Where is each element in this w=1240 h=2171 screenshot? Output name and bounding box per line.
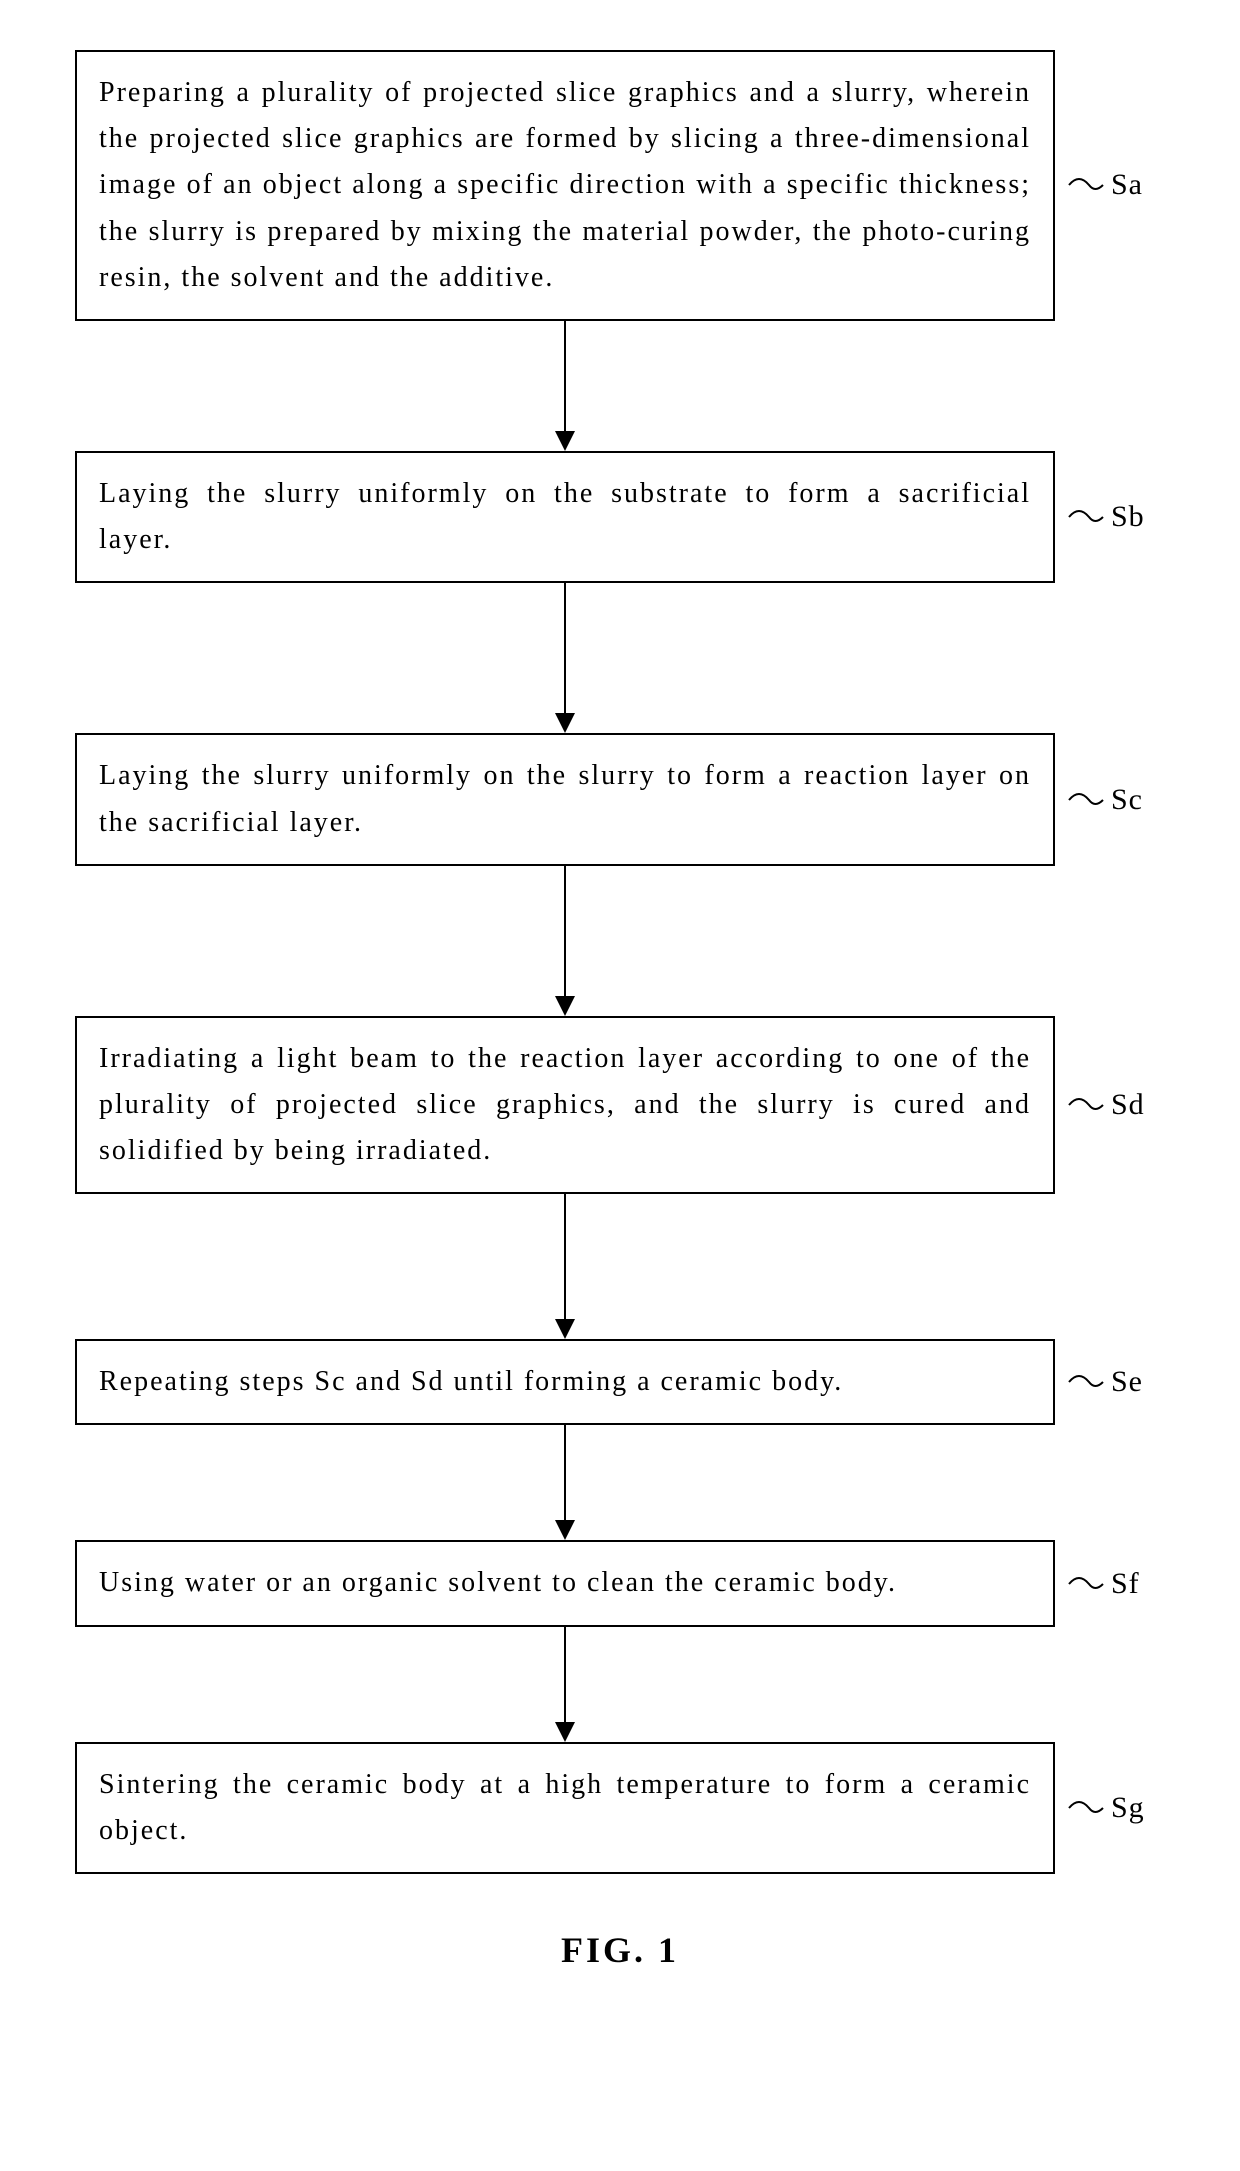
- flow-box: Irradiating a light beam to the reaction…: [75, 1016, 1055, 1195]
- flow-arrow: [0, 1425, 1240, 1540]
- flow-box: Preparing a plurality of projected slice…: [75, 50, 1055, 321]
- flow-arrow: [0, 1627, 1240, 1742]
- brace-connector-icon: [1065, 1794, 1105, 1822]
- flow-label: Sa: [1111, 168, 1143, 202]
- flow-node: Sintering the ceramic body at a high tem…: [0, 1742, 1240, 1874]
- flow-box: Using water or an organic solvent to cle…: [75, 1540, 1055, 1626]
- flow-arrow: [0, 866, 1240, 1016]
- flowchart-container: Preparing a plurality of projected slice…: [0, 0, 1240, 2011]
- flow-node: Preparing a plurality of projected slice…: [0, 50, 1240, 321]
- flow-label: Sg: [1111, 1791, 1145, 1825]
- brace-connector-icon: [1065, 171, 1105, 199]
- flow-box: Sintering the ceramic body at a high tem…: [75, 1742, 1055, 1874]
- flow-label: Sb: [1111, 500, 1145, 534]
- brace-connector-icon: [1065, 1368, 1105, 1396]
- flow-box: Laying the slurry uniformly on the slurr…: [75, 733, 1055, 865]
- brace-connector-icon: [1065, 503, 1105, 531]
- flow-box: Laying the slurry uniformly on the subst…: [75, 451, 1055, 583]
- flow-label: Sf: [1111, 1567, 1140, 1601]
- flow-label-group: Sa: [1065, 168, 1143, 202]
- flow-node: Using water or an organic solvent to cle…: [0, 1540, 1240, 1626]
- flow-label-group: Se: [1065, 1365, 1143, 1399]
- flow-node: Laying the slurry uniformly on the slurr…: [0, 733, 1240, 865]
- flow-box: Repeating steps Sc and Sd until forming …: [75, 1339, 1055, 1425]
- brace-connector-icon: [1065, 786, 1105, 814]
- flow-label-group: Sd: [1065, 1088, 1145, 1122]
- flow-label-group: Sg: [1065, 1791, 1145, 1825]
- flow-label: Sc: [1111, 783, 1143, 817]
- flow-label: Se: [1111, 1365, 1143, 1399]
- flow-node: Laying the slurry uniformly on the subst…: [0, 451, 1240, 583]
- flow-arrow: [0, 583, 1240, 733]
- brace-connector-icon: [1065, 1091, 1105, 1119]
- flow-label: Sd: [1111, 1088, 1145, 1122]
- flow-node: Repeating steps Sc and Sd until forming …: [0, 1339, 1240, 1425]
- brace-connector-icon: [1065, 1570, 1105, 1598]
- flow-label-group: Sb: [1065, 500, 1145, 534]
- figure-caption: FIG. 1: [561, 1929, 679, 1971]
- flow-label-group: Sc: [1065, 783, 1143, 817]
- flow-label-group: Sf: [1065, 1567, 1140, 1601]
- flow-arrow: [0, 321, 1240, 451]
- flow-node: Irradiating a light beam to the reaction…: [0, 1016, 1240, 1195]
- flow-arrow: [0, 1194, 1240, 1339]
